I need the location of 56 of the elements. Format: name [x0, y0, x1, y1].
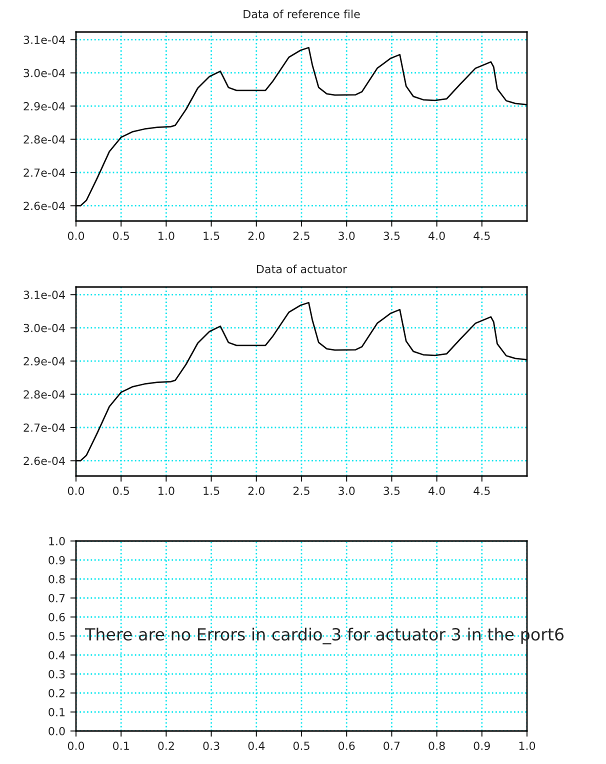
x-tick-label: 0.6 — [338, 742, 355, 750]
x-tick-label: 4.0 — [428, 486, 445, 496]
x-tick-label: 0.9 — [474, 742, 490, 750]
y-tick-label: 0.8 — [48, 574, 65, 584]
x-tick-label: 3.5 — [384, 486, 400, 496]
x-tick-label: 3.0 — [338, 232, 355, 240]
x-tick-label: 1.5 — [204, 232, 220, 240]
y-tick-label: 0.4 — [48, 650, 65, 660]
y-tick-label: 0.5 — [48, 632, 65, 640]
y-tick-label: 2.6e-04 — [24, 202, 65, 210]
y-tick-label: 0.1 — [48, 708, 65, 716]
x-tick-label: 0.0 — [68, 742, 84, 750]
y-tick-label: 0.2 — [48, 688, 64, 698]
x-tick-label: 0.5 — [113, 486, 129, 496]
y-tick-label: 3.0e-04 — [24, 68, 65, 78]
x-tick-label: 0.7 — [384, 742, 400, 750]
y-tick-label: 0.3 — [48, 670, 65, 678]
x-tick-label: 2.0 — [248, 232, 264, 240]
y-tick-label: 0.7 — [48, 594, 65, 602]
x-tick-label: 0.5 — [293, 742, 310, 750]
chart-title: Data of actuator — [257, 264, 348, 274]
x-tick-label: 0.5 — [113, 232, 129, 240]
y-tick-label: 2.8e-04 — [24, 390, 65, 399]
y-tick-label: 2.6e-04 — [24, 456, 65, 466]
x-tick-label: 0.0 — [68, 486, 84, 496]
x-tick-label: 0.8 — [428, 742, 445, 750]
y-tick-label: 2.8e-04 — [24, 135, 65, 144]
x-tick-label: 4.0 — [428, 232, 445, 240]
x-tick-label: 1.0 — [519, 742, 536, 750]
x-tick-label: 2.0 — [248, 486, 264, 496]
x-tick-label: 0.4 — [248, 742, 265, 750]
x-tick-label: 0.3 — [203, 742, 220, 750]
chart-title: Data of reference file — [244, 10, 360, 18]
x-tick-label: 2.5 — [293, 232, 310, 240]
x-tick-label: 4.5 — [474, 486, 490, 496]
y-tick-label: 2.7e-04 — [24, 168, 65, 177]
x-tick-label: 3.5 — [384, 232, 400, 240]
x-tick-label: 0.2 — [158, 742, 174, 750]
x-tick-label: 4.5 — [474, 232, 490, 240]
y-tick-label: 0.0 — [48, 726, 65, 736]
y-tick-label: 3.0e-04 — [24, 324, 65, 332]
y-tick-label: 2.7e-04 — [24, 423, 65, 432]
y-tick-label: 0.6 — [48, 612, 65, 622]
y-tick-label: 2.9e-04 — [24, 102, 65, 110]
y-tick-label: 3.1e-04 — [24, 36, 65, 44]
y-tick-label: 3.1e-04 — [24, 290, 65, 300]
x-tick-label: 1.0 — [158, 486, 174, 496]
x-tick-label: 0.1 — [113, 742, 129, 750]
x-tick-label: 2.5 — [293, 486, 310, 496]
y-tick-label: 1.0 — [49, 536, 65, 546]
x-tick-label: 1.0 — [158, 232, 174, 240]
x-tick-label: 0.0 — [68, 232, 84, 240]
x-tick-label: 3.0 — [338, 486, 355, 496]
y-tick-label: 0.9 — [48, 556, 65, 564]
x-tick-label: 1.5 — [204, 486, 220, 496]
y-tick-label: 2.9e-04 — [24, 357, 65, 366]
